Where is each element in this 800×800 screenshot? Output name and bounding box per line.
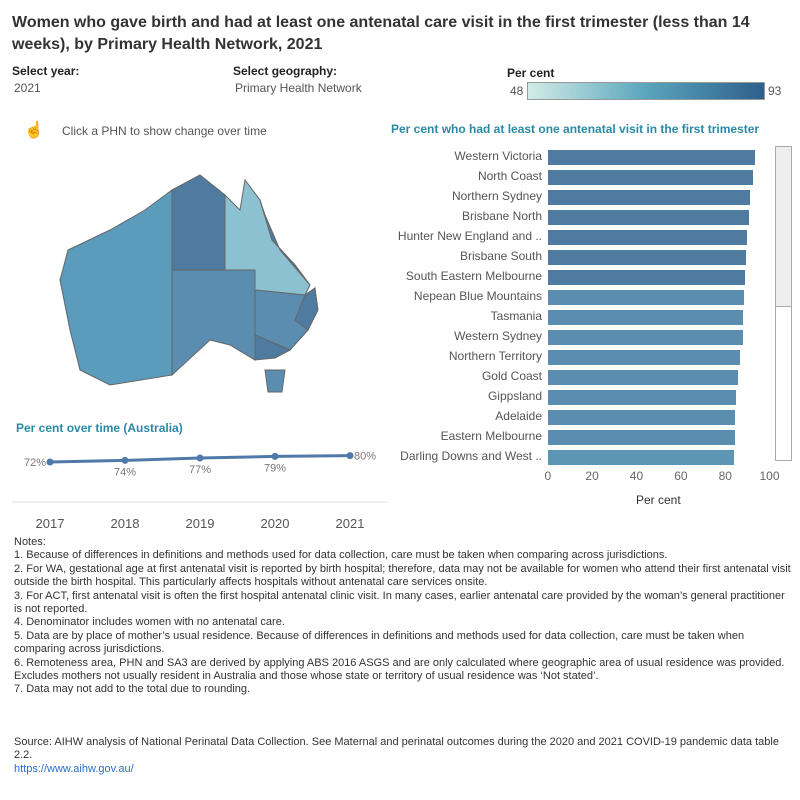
line-chart-title: Per cent over time (Australia) — [16, 421, 183, 435]
bar-label[interactable]: Brisbane North — [461, 209, 542, 223]
notes: Notes: 1. Because of differences in defin… — [14, 536, 794, 697]
bar-label[interactable]: Gippsland — [487, 389, 542, 403]
x-tick: 20 — [585, 469, 599, 483]
bar[interactable] — [548, 190, 751, 205]
australia-map[interactable] — [50, 170, 340, 400]
point-label: 79% — [264, 462, 286, 474]
year-tick: 2019 — [186, 516, 215, 531]
x-tick: 0 — [544, 469, 552, 483]
legend-max: 93 — [768, 84, 782, 98]
source-text: Source: AIHW analysis of National Perina… — [14, 736, 779, 762]
source: Source: AIHW analysis of National Perina… — [14, 736, 794, 776]
scrollbar-thumb[interactable] — [776, 147, 791, 307]
bar-label[interactable]: Tasmania — [490, 309, 542, 323]
geography-label: Select geography: — [233, 64, 338, 78]
bar[interactable] — [548, 410, 736, 425]
bar[interactable] — [548, 210, 749, 225]
year-select[interactable]: 2021 — [14, 81, 41, 95]
map-region-vic — [254, 334, 292, 361]
x-tick: 80 — [718, 469, 732, 483]
bar[interactable] — [548, 230, 747, 245]
bar-label[interactable]: South Eastern Melbourne — [405, 269, 542, 283]
line-point — [346, 452, 354, 460]
line-point — [121, 456, 129, 464]
bar-label[interactable]: Northern Sydney — [451, 189, 542, 203]
bar-label[interactable]: Eastern Melbourne — [440, 429, 542, 443]
point-label: 77% — [189, 464, 211, 476]
scrollbar-track[interactable] — [775, 146, 792, 461]
bar[interactable] — [548, 310, 743, 325]
year-tick: 2021 — [336, 516, 365, 531]
line-point — [196, 454, 204, 462]
map-hint: Click a PHN to show change over time — [62, 124, 267, 138]
bar[interactable] — [548, 250, 746, 265]
bar-label[interactable]: Nepean Blue Mountains — [413, 289, 542, 303]
bar-label[interactable]: Gold Coast — [481, 369, 542, 383]
year-tick: 2017 — [36, 516, 65, 531]
bar[interactable] — [548, 430, 736, 445]
point-label: 74% — [114, 466, 136, 478]
aihw-link[interactable]: https://www.aihw.gov.au/ — [14, 762, 134, 775]
map-region-sa — [171, 269, 256, 377]
map-region-nt — [171, 174, 226, 271]
note-line: 3. For ACT, first antenatal visit is oft… — [14, 589, 785, 616]
bar-label[interactable]: Hunter New England and .. — [397, 229, 542, 243]
year-label: Select year: — [12, 64, 80, 78]
map-region-qld-east — [259, 199, 311, 286]
point-label: 72% — [24, 457, 46, 469]
hand-pointer-icon: ☝ — [24, 122, 44, 139]
bar[interactable] — [548, 330, 743, 345]
page-title: Women who gave birth and had at least on… — [12, 14, 750, 53]
note-line: Notes: — [14, 536, 46, 548]
bar[interactable] — [548, 370, 739, 385]
color-legend — [527, 82, 765, 100]
line-chart: 72% 2017 74% 2018 77% 2019 79% 2020 80% 2021 — [12, 451, 387, 531]
note-line: 2. For WA, gestational age at first ante… — [14, 562, 791, 589]
point-label: 80% — [354, 451, 376, 463]
bar-label[interactable]: Western Victoria — [454, 149, 542, 163]
bar[interactable] — [548, 290, 745, 305]
map-region-tas — [264, 369, 286, 393]
note-line: 5. Data are by place of mother’s usual r… — [14, 629, 745, 656]
bar-chart-title: Per cent who had at least one antenatal … — [391, 122, 760, 136]
year-tick: 2018 — [111, 516, 140, 531]
note-line: 6. Remoteness area, PHN and SA3 are deri… — [14, 656, 785, 683]
x-axis-label: Per cent — [636, 493, 681, 507]
map-region-nsw-coast — [294, 287, 319, 331]
bar-label[interactable]: Adelaide — [495, 409, 542, 423]
x-tick: 60 — [674, 469, 688, 483]
bar-label[interactable]: Western Sydney — [454, 329, 542, 343]
bar[interactable] — [548, 170, 753, 185]
note-line: 4. Denominator includes women with no an… — [14, 616, 285, 629]
legend-title: Per cent — [507, 66, 555, 80]
bar[interactable] — [548, 390, 737, 405]
x-tick: 100 — [759, 469, 780, 483]
x-tick: 40 — [629, 469, 644, 483]
bar-label[interactable]: Darling Downs and West .. — [400, 449, 542, 463]
map-region-wa — [59, 189, 173, 386]
legend-min: 48 — [510, 84, 524, 98]
bar[interactable] — [548, 450, 735, 465]
bar-label[interactable]: North Coast — [477, 169, 542, 183]
note-line: 7. Data may not add to the total due to … — [14, 683, 251, 696]
geography-select[interactable]: Primary Health Network — [235, 81, 362, 95]
line-point — [46, 458, 54, 466]
bar[interactable] — [548, 350, 741, 365]
bar[interactable] — [548, 270, 745, 285]
bar-label[interactable]: Northern Territory — [448, 349, 542, 363]
bar-label[interactable]: Brisbane South — [459, 249, 542, 263]
bar[interactable] — [548, 150, 755, 165]
year-tick: 2020 — [261, 516, 290, 531]
note-line: 1. Because of differences in definitions… — [14, 549, 668, 562]
line-point — [271, 452, 279, 460]
